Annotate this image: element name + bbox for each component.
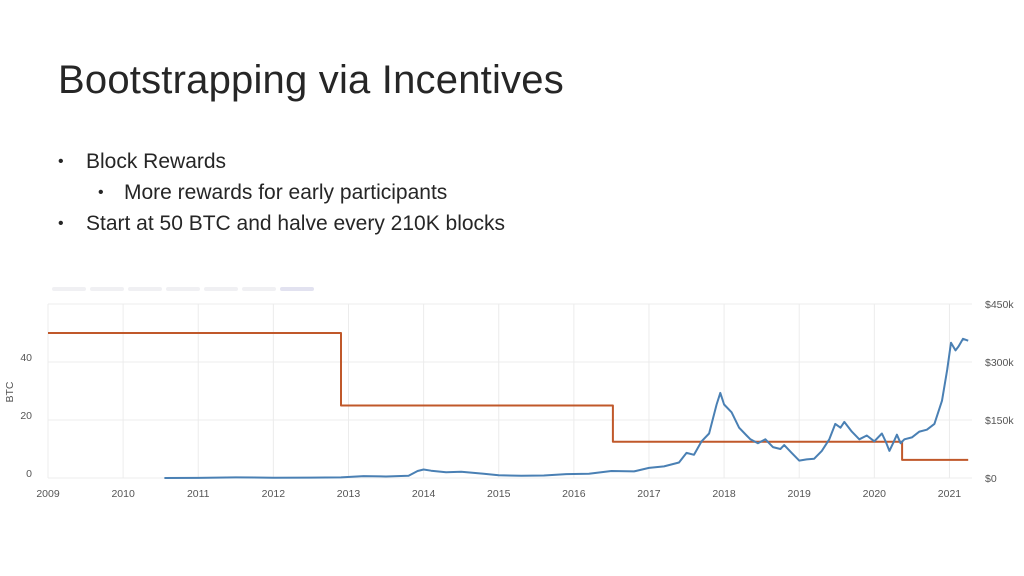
bullet-text: Start at 50 BTC and halve every 210K blo… bbox=[86, 211, 506, 235]
y-right-tick-label: $300k bbox=[985, 357, 1014, 369]
slide-title: Bootstrapping via Incentives bbox=[58, 58, 564, 102]
legend-placeholder bbox=[52, 287, 86, 291]
legend-placeholder bbox=[166, 287, 200, 291]
x-tick-label: 2010 bbox=[111, 488, 135, 500]
y-right-tick-label: $0 bbox=[985, 473, 997, 485]
legend-placeholder bbox=[90, 287, 124, 291]
x-tick-label: 2020 bbox=[863, 488, 887, 500]
sub-bullet-item: • More rewards for early participants bbox=[58, 177, 505, 208]
bullet-text: More rewards for early participants bbox=[124, 180, 448, 204]
x-tick-label: 2015 bbox=[487, 488, 511, 500]
y-right-tick-label: $450k bbox=[985, 299, 1014, 311]
y-left-tick-label: 0 bbox=[26, 468, 32, 480]
x-tick-label: 2017 bbox=[637, 488, 661, 500]
legend-placeholder bbox=[204, 287, 238, 291]
x-tick-label: 2009 bbox=[36, 488, 60, 500]
bullet-list: • Block Rewards • More rewards for early… bbox=[58, 146, 505, 239]
x-tick-label: 2011 bbox=[187, 488, 210, 500]
x-tick-label: 2014 bbox=[412, 488, 436, 500]
bullet-dot-icon: • bbox=[98, 183, 104, 201]
chart-legend-strip bbox=[52, 287, 314, 291]
y-left-tick-label: 20 bbox=[20, 410, 32, 422]
legend-placeholder bbox=[128, 287, 162, 291]
x-tick-label: 2016 bbox=[562, 488, 586, 500]
y-left-tick-label: 40 bbox=[20, 352, 32, 364]
bullet-dot-icon: • bbox=[58, 214, 64, 232]
legend-placeholder bbox=[280, 287, 314, 291]
x-tick-label: 2012 bbox=[262, 488, 286, 500]
x-tick-label: 2019 bbox=[788, 488, 812, 500]
y-axis-label: BTC bbox=[4, 381, 16, 402]
series-line-block-reward bbox=[48, 332, 969, 461]
series-line-price bbox=[164, 337, 969, 479]
x-tick-label: 2021 bbox=[938, 488, 962, 500]
legend-placeholder bbox=[242, 287, 276, 291]
bullet-dot-icon: • bbox=[58, 152, 64, 170]
x-tick-label: 2018 bbox=[712, 488, 736, 500]
x-tick-label: 2013 bbox=[337, 488, 361, 500]
bullet-item: • Block Rewards bbox=[58, 146, 505, 177]
bullet-text: Block Rewards bbox=[86, 149, 227, 173]
bullet-item: • Start at 50 BTC and halve every 210K b… bbox=[58, 208, 505, 239]
y-right-tick-label: $150k bbox=[985, 415, 1014, 427]
